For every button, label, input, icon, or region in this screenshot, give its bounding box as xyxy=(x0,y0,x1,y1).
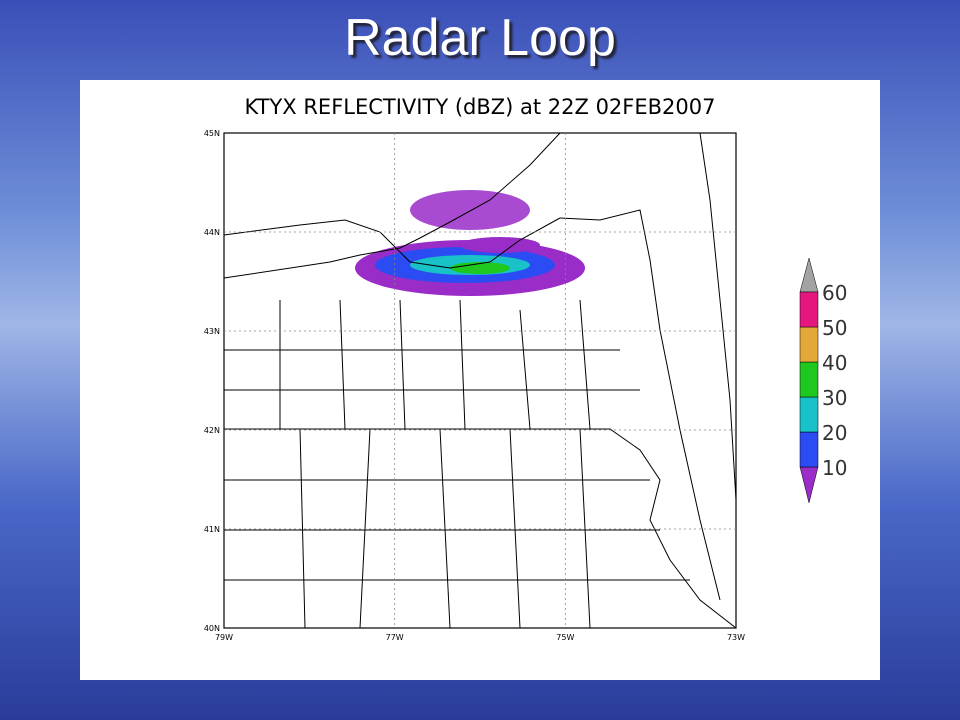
boundaries xyxy=(223,132,737,629)
lon-label: 73W xyxy=(727,633,745,642)
radar-figure: KTYX REFLECTIVITY (dBZ) at 22Z 02FEB2007 xyxy=(204,95,848,642)
colorbar-label: 40 xyxy=(822,351,847,375)
colorbar-segment xyxy=(799,291,819,328)
colorbar-segment xyxy=(799,326,819,363)
lat-label: 40N xyxy=(204,624,220,633)
lon-label: 79W xyxy=(215,633,233,642)
colorbar-label: 10 xyxy=(822,456,847,480)
lon-label: 75W xyxy=(556,633,574,642)
slide-title: Radar Loop xyxy=(344,9,616,67)
colorbar-segment xyxy=(799,361,819,398)
colorbar-label: 30 xyxy=(822,386,847,410)
lat-label: 43N xyxy=(204,327,220,336)
lat-label: 41N xyxy=(204,525,220,534)
lat-label: 44N xyxy=(204,228,220,237)
map-title: KTYX REFLECTIVITY (dBZ) at 22Z 02FEB2007 xyxy=(244,95,715,119)
radar-echo xyxy=(355,190,585,296)
colorbar-label: 60 xyxy=(822,281,847,305)
lat-label: 42N xyxy=(204,426,220,435)
figure-panel: KTYX REFLECTIVITY (dBZ) at 22Z 02FEB2007 xyxy=(80,80,880,680)
map-layer xyxy=(223,132,737,629)
colorbar-label: 50 xyxy=(822,316,847,340)
colorbar-segment xyxy=(799,396,819,433)
colorbar-cap xyxy=(799,257,819,293)
colorbar-segment xyxy=(799,431,819,468)
colorbar-cap xyxy=(799,466,819,504)
lat-label: 45N xyxy=(204,129,220,138)
lon-label: 77W xyxy=(386,633,404,642)
colorbar-label: 20 xyxy=(822,421,847,445)
